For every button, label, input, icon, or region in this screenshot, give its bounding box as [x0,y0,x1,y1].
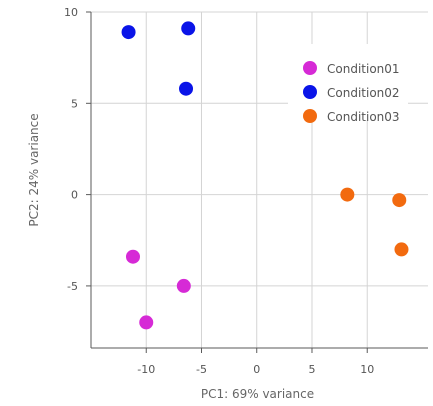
y-axis-label: PC2: 24% variance [27,113,41,226]
x-axis-label: PC1: 69% variance [201,387,314,401]
data-point-condition01 [125,249,140,264]
legend-marker [303,61,317,75]
data-point-condition03 [340,187,355,202]
data-point-condition03 [392,193,407,208]
data-point-condition03 [394,242,409,257]
legend-label: Condition01 [327,62,400,76]
y-tick-label: -5 [67,280,78,293]
y-tick-label: 5 [71,97,78,110]
legend: Condition01 Condition02 Condition03 [288,44,408,124]
data-point-condition01 [176,278,191,293]
y-tick-label: 0 [71,189,78,202]
x-tick-label: 0 [253,363,260,376]
data-point-condition02 [181,21,196,36]
points-layer [121,21,409,330]
x-tick-label: -10 [137,363,155,376]
legend-marker [303,109,317,123]
legend-label: Condition03 [327,110,400,124]
x-tick-label: -5 [196,363,207,376]
y-tick-label: 10 [64,6,78,19]
axes-layer: -10 -5 0 5 10 -5 0 5 10 [64,6,428,376]
data-point-condition01 [139,315,154,330]
legend-label: Condition02 [327,86,400,100]
legend-marker [303,85,317,99]
legend-background [288,44,408,120]
data-point-condition02 [121,25,136,40]
x-tick-label: 5 [308,363,315,376]
x-tick-label: 10 [360,363,374,376]
data-point-condition02 [179,81,194,96]
